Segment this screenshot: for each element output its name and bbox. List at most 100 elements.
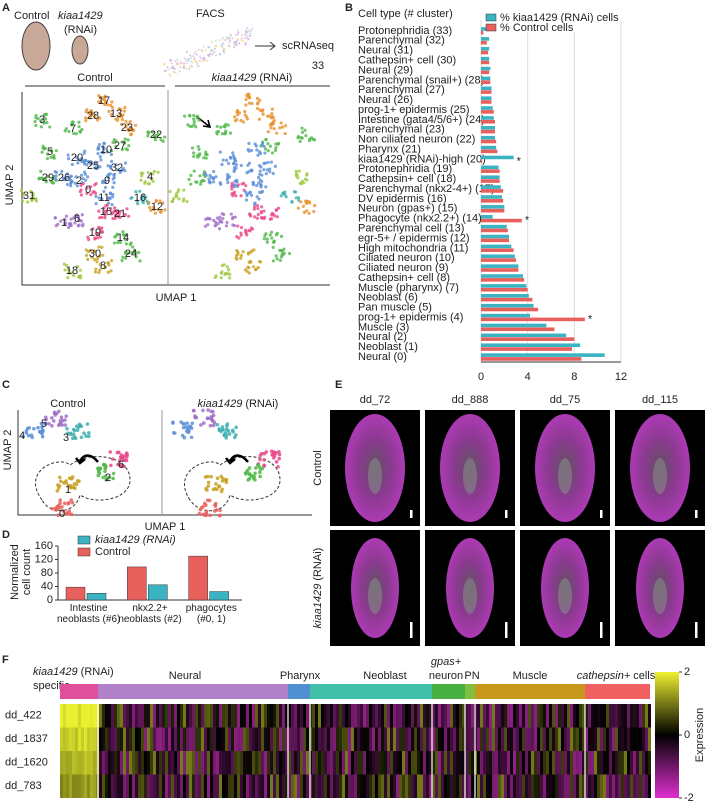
- heatmap-cell: [621, 727, 624, 751]
- heatmap-cell: [135, 727, 138, 751]
- heatmap-cell: [261, 751, 264, 775]
- heatmap-cell: [198, 704, 201, 728]
- umap-dot: [156, 170, 160, 174]
- facs-dot: [208, 46, 211, 49]
- bar: [188, 555, 208, 601]
- cluster-label: 12: [151, 201, 163, 213]
- umap-dot: [250, 101, 254, 106]
- facs-dot: [196, 62, 199, 65]
- heatmap-cell: [645, 727, 648, 751]
- facs-dot: [183, 64, 186, 67]
- cluster-label: 11: [98, 192, 109, 204]
- umap-dot: [280, 125, 285, 129]
- umap-dot: [244, 103, 248, 107]
- heatmap-cell: [621, 774, 624, 798]
- bar: [481, 208, 505, 213]
- facs-dot: [246, 27, 249, 30]
- heatmap-cell: [489, 774, 492, 798]
- heatmap-cell: [108, 727, 111, 751]
- category-label: Neural (26): [358, 94, 413, 106]
- umap-dot: [255, 96, 260, 101]
- heatmap-cell: [315, 751, 318, 775]
- umap-dot: [189, 182, 193, 186]
- heatmap-cell: [483, 751, 486, 775]
- colorbar-tick-label: 0: [684, 729, 690, 741]
- heatmap-cell: [120, 727, 123, 751]
- heatmap-cell: [384, 727, 387, 751]
- heatmap-cell: [282, 727, 285, 751]
- bar: [127, 566, 147, 601]
- bar: [481, 86, 492, 91]
- umap-dot: [249, 168, 253, 173]
- heatmap-cell: [351, 727, 354, 751]
- heatmap-cell: [264, 751, 267, 775]
- umap-dot: [124, 125, 128, 129]
- heatmap-cell: [105, 751, 108, 775]
- umap-dot: [290, 200, 294, 204]
- heatmap-cell: [591, 774, 594, 798]
- heatmap-cell: [408, 727, 411, 751]
- category-label: prog-1+ epidermis (25): [358, 104, 470, 116]
- heatmap-cell: [372, 774, 375, 798]
- heatmap-cell: [510, 704, 513, 728]
- heatmap-cell: [450, 774, 453, 798]
- heatmap-cell: [507, 727, 510, 751]
- umap-dot: [26, 200, 30, 204]
- umap-dot: [84, 116, 88, 120]
- umap-dot: [152, 169, 156, 173]
- heatmap-cell: [141, 774, 144, 798]
- umap-dot: [260, 173, 264, 177]
- umap-dot: [177, 197, 181, 201]
- heatmap-cell: [471, 727, 474, 751]
- cluster-label: 5: [47, 146, 53, 158]
- cluster-label: 2: [105, 472, 111, 484]
- umap-dot: [265, 168, 270, 172]
- bar: [481, 27, 488, 31]
- facs-dot: [235, 44, 238, 47]
- pharynx: [653, 578, 667, 614]
- cluster-label: 19: [89, 227, 101, 239]
- umap-dot: [146, 134, 150, 138]
- heatmap-cell: [276, 727, 279, 751]
- heatmap-cell: [216, 751, 219, 775]
- panel-label: C: [2, 379, 10, 391]
- umap-dot: [220, 162, 224, 167]
- umap-dot: [224, 271, 228, 276]
- scale-bar: [600, 622, 603, 638]
- heatmap-cell: [585, 751, 588, 775]
- umap-dot: [92, 190, 96, 194]
- heatmap-cell: [603, 774, 606, 798]
- bar: [86, 593, 107, 601]
- heatmap-cell: [243, 704, 246, 728]
- heatmap-cell: [156, 751, 159, 775]
- heatmap-cell: [333, 751, 336, 775]
- umap-dot: [74, 132, 78, 136]
- heatmap-cell: [261, 774, 264, 798]
- umap-dot: [40, 176, 44, 181]
- umap-dot: [131, 128, 136, 132]
- umap-dot: [277, 456, 281, 461]
- facs-dot: [244, 33, 247, 36]
- facs-dot: [229, 34, 232, 37]
- heatmap-cell: [66, 774, 69, 798]
- umap-dot: [304, 133, 308, 138]
- umap-dot: [197, 118, 201, 122]
- umap-dot: [245, 115, 249, 119]
- pharynx: [368, 578, 382, 614]
- umap-dot: [67, 271, 71, 275]
- umap-dot: [266, 130, 270, 134]
- heatmap-cell: [315, 727, 318, 751]
- heatmap-cell: [114, 774, 117, 798]
- cluster-label: 17: [98, 95, 110, 107]
- heatmap-cell: [288, 704, 291, 728]
- heatmap-cell: [159, 704, 162, 728]
- heatmap-cell: [528, 727, 531, 751]
- bar: [148, 584, 168, 601]
- heatmap-cell: [123, 704, 126, 728]
- umap-dot: [190, 146, 195, 150]
- group-label: Muscle: [513, 670, 548, 682]
- heatmap-cell: [471, 704, 474, 728]
- umap-dot: [43, 176, 48, 181]
- heatmap-cell: [357, 704, 360, 728]
- umap-dot: [138, 189, 142, 193]
